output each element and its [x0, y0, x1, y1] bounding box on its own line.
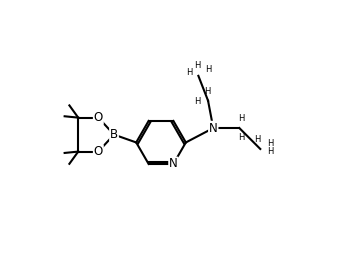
Text: H: H	[186, 68, 192, 77]
Text: B: B	[110, 128, 118, 141]
Text: H: H	[238, 133, 244, 142]
Text: H: H	[205, 65, 211, 74]
Text: H: H	[238, 114, 244, 123]
Text: H: H	[267, 139, 274, 148]
Text: O: O	[94, 111, 103, 124]
Text: H: H	[194, 61, 201, 70]
Text: H: H	[254, 135, 261, 144]
Text: N: N	[169, 157, 178, 171]
Text: H: H	[267, 147, 274, 156]
Text: H: H	[204, 87, 210, 96]
Text: N: N	[209, 122, 218, 135]
Text: O: O	[94, 145, 103, 158]
Text: H: H	[195, 97, 201, 106]
